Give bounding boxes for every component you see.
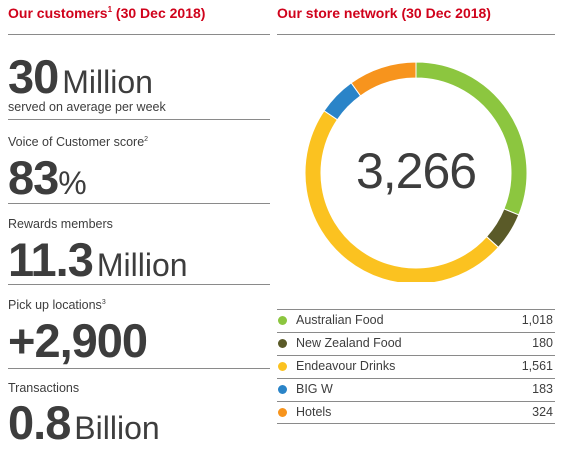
- stat-unit: Million: [62, 64, 153, 100]
- stat-number: 83: [8, 151, 59, 204]
- chart-legend: Australian Food 1,018 New Zealand Food 180 E…: [277, 309, 555, 424]
- divider: [8, 368, 270, 369]
- legend-swatch: [278, 316, 287, 325]
- donut-chart: [277, 52, 555, 285]
- stat-subtext: served on average per week: [8, 100, 166, 114]
- legend-swatch: [278, 362, 287, 371]
- divider: [8, 119, 270, 120]
- customers-heading: Our customers1 (30 Dec 2018): [8, 0, 270, 24]
- legend-swatch: [278, 339, 287, 348]
- legend-swatch: [278, 408, 287, 417]
- stat-label: Transactions: [8, 381, 80, 395]
- legend-label: Endeavour Drinks: [296, 359, 396, 373]
- legend-row-endeavour-drinks: Endeavour Drinks 1,561: [277, 355, 555, 378]
- divider: [8, 34, 270, 35]
- donut-total: 3,266: [355, 143, 477, 199]
- stat-number: 30: [8, 50, 59, 103]
- legend-row-australian-food: Australian Food 1,018: [277, 309, 555, 332]
- stat-unit: Billion: [74, 410, 160, 446]
- legend-row-big-w: BIG W 183: [277, 378, 555, 401]
- stat-label: Rewards members: [8, 217, 113, 231]
- store-network-heading: Our store network (30 Dec 2018): [277, 5, 491, 21]
- stat-value: +2,900: [8, 313, 148, 368]
- divider: [277, 34, 555, 35]
- donut-slice-hotels: [350, 61, 417, 97]
- stat-unit: Million: [96, 247, 188, 283]
- legend-value: 180: [532, 336, 553, 350]
- stat-value: 0.8 Billion: [8, 395, 160, 450]
- legend-row-new-zealand-food: New Zealand Food 180: [277, 332, 555, 355]
- donut-chart-svg: [304, 61, 528, 285]
- legend-value: 324: [532, 405, 553, 419]
- stat-value: 83%: [8, 150, 87, 205]
- legend-label: BIG W: [296, 382, 333, 396]
- legend-value: 1,561: [521, 359, 553, 373]
- stat-label: Voice of Customer score2: [8, 135, 148, 149]
- customers-heading-date: (30 Dec 2018): [112, 5, 206, 21]
- legend-label: New Zealand Food: [296, 336, 402, 350]
- divider: [8, 203, 270, 204]
- stat-value: 30 Million: [8, 49, 153, 104]
- stat-number: +2,900: [8, 314, 148, 367]
- legend-label: Hotels: [296, 405, 332, 419]
- stat-unit: %: [58, 165, 87, 201]
- stat-value: 11.3 Million: [8, 232, 188, 287]
- legend-label: Australian Food: [296, 313, 384, 327]
- legend-row-hotels: Hotels 324: [277, 401, 555, 424]
- stat-label-text: Pick up locations: [8, 298, 102, 312]
- stat-label-footnote: 2: [144, 136, 149, 143]
- legend-value: 1,018: [521, 313, 553, 327]
- stat-label-footnote: 3: [101, 299, 106, 306]
- customers-panel: Our customers1 (30 Dec 2018) 30 Million …: [8, 0, 270, 449]
- customers-heading-footnote: 1: [107, 5, 113, 14]
- stat-number: 11.3: [8, 233, 94, 286]
- stat-label-text: Voice of Customer score: [8, 135, 145, 149]
- stat-label: Pick up locations3: [8, 298, 106, 312]
- customers-heading-text: Our customers: [8, 5, 108, 21]
- legend-value: 183: [532, 382, 553, 396]
- legend-swatch: [278, 385, 287, 394]
- store-network-panel: Our store network (30 Dec 2018) 3,266 Au…: [277, 0, 555, 424]
- stat-number: 0.8: [8, 396, 71, 449]
- divider: [8, 284, 270, 285]
